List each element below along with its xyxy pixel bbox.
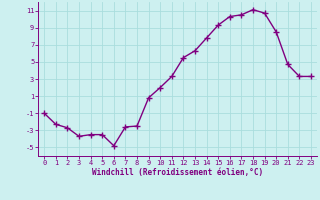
X-axis label: Windchill (Refroidissement éolien,°C): Windchill (Refroidissement éolien,°C) [92,168,263,177]
